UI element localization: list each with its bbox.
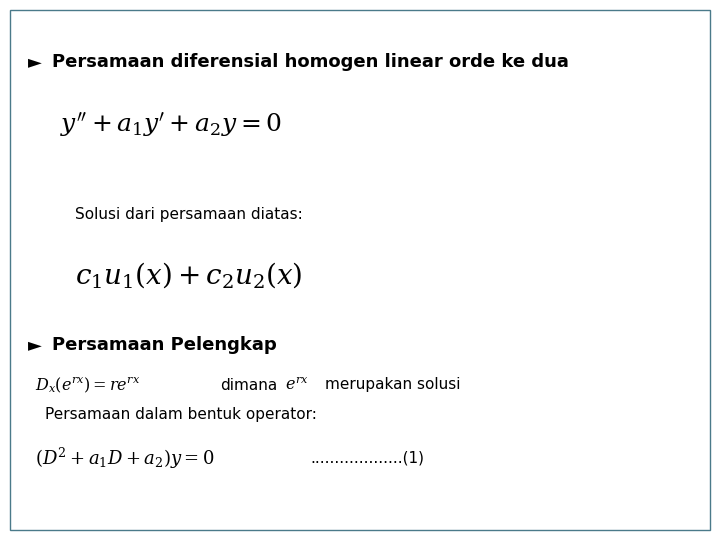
Text: Persamaan diferensial homogen linear orde ke dua: Persamaan diferensial homogen linear ord… [52, 53, 569, 71]
Text: Solusi dari persamaan diatas:: Solusi dari persamaan diatas: [75, 207, 302, 222]
Text: Persamaan Pelengkap: Persamaan Pelengkap [52, 336, 276, 354]
Text: ...................(1): ...................(1) [310, 450, 424, 465]
Text: ►: ► [28, 336, 42, 354]
Text: $\left(D^2 + a_1 D + a_2\right)y = 0$: $\left(D^2 + a_1 D + a_2\right)y = 0$ [35, 446, 215, 470]
Text: Persamaan dalam bentuk operator:: Persamaan dalam bentuk operator: [45, 408, 317, 422]
Text: $D_x\left(e^{rx}\right)= re^{rx}$: $D_x\left(e^{rx}\right)= re^{rx}$ [35, 375, 140, 395]
Text: $y^{\prime\prime} + a_1 y^{\prime} + a_2 y = 0$: $y^{\prime\prime} + a_1 y^{\prime} + a_2… [60, 111, 282, 139]
Text: merupakan solusi: merupakan solusi [325, 377, 461, 393]
Text: dimana: dimana [220, 377, 277, 393]
Text: $e^{rx}$: $e^{rx}$ [285, 377, 309, 393]
Text: $c_1 u_1\left(x\right)+ c_2 u_2\left(x\right)$: $c_1 u_1\left(x\right)+ c_2 u_2\left(x\r… [75, 260, 302, 290]
Text: ►: ► [28, 53, 42, 71]
